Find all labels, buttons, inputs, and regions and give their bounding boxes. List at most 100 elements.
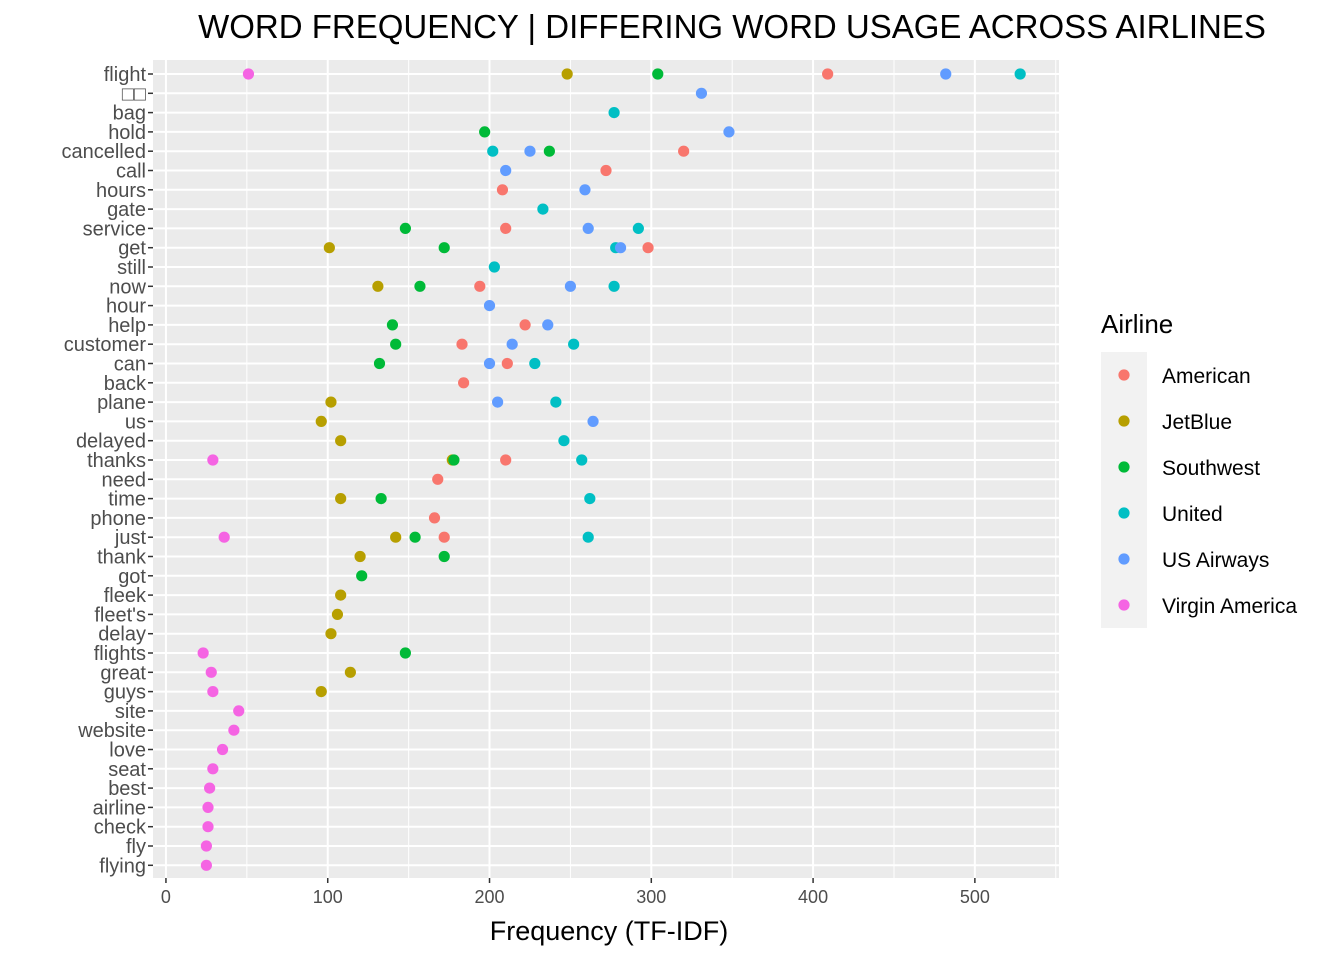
data-point [642, 242, 654, 254]
data-point [207, 763, 219, 775]
legend-title: Airline [1101, 309, 1173, 339]
y-tick-label: check [94, 817, 147, 839]
legend-label: United [1162, 503, 1223, 526]
y-tick-label: website [77, 720, 146, 742]
data-point [519, 319, 531, 331]
data-point [335, 435, 347, 447]
data-point [458, 377, 470, 389]
y-tick-label: best [108, 778, 146, 800]
y-tick-label: delay [98, 624, 146, 646]
y-tick-label: phone [90, 508, 146, 530]
data-point [488, 261, 500, 273]
y-tick-label: plane [97, 392, 146, 414]
y-tick-label: site [115, 701, 146, 723]
y-tick-label: need [102, 469, 147, 491]
x-axis-title: Frequency (TF-IDF) [490, 916, 729, 946]
data-point [558, 435, 570, 447]
data-point [202, 821, 214, 833]
y-tick-label: got [118, 566, 146, 588]
data-point [204, 782, 216, 794]
legend-label: US Airways [1162, 549, 1269, 572]
data-point [335, 493, 347, 505]
data-point [409, 531, 421, 543]
data-point [386, 319, 399, 331]
y-tick-label: call [116, 161, 146, 183]
y-tick-label: still [117, 257, 146, 279]
y-tick-label: get [118, 238, 146, 260]
y-tick-label: now [109, 276, 146, 298]
data-point [492, 396, 504, 408]
data-point [524, 145, 536, 157]
x-tick-label: 0 [161, 887, 171, 907]
data-point [940, 68, 952, 80]
gridlines [153, 60, 1059, 878]
data-point [390, 338, 402, 350]
y-tick-label: cancelled [61, 141, 146, 163]
data-point [582, 531, 594, 543]
data-point [242, 68, 255, 80]
data-point [537, 203, 549, 215]
y-tick-label: hours [96, 180, 146, 202]
y-tick-label: us [125, 411, 146, 433]
x-tick-label: 200 [474, 887, 504, 907]
data-point [315, 415, 327, 427]
data-point [325, 396, 337, 408]
data-point [331, 608, 344, 621]
data-point [576, 454, 588, 466]
y-tick-label: thank [97, 547, 147, 569]
x-tick-label: 300 [636, 887, 666, 907]
y-tick-label: fly [126, 836, 146, 858]
data-point [652, 68, 664, 80]
y-tick-label: help [108, 315, 146, 337]
y-tick-label: fleek [104, 585, 147, 607]
legend-label: American [1162, 365, 1251, 388]
y-tick-label: great [100, 662, 146, 684]
data-point [228, 724, 240, 736]
legend-label: Southwest [1162, 457, 1260, 480]
data-point [375, 493, 387, 505]
y-tick-label: back [104, 373, 147, 395]
data-point [587, 415, 599, 427]
data-point [584, 493, 596, 505]
y-tick-label: hold [108, 122, 146, 144]
data-point [216, 743, 229, 756]
data-point [479, 126, 491, 138]
data-point [325, 628, 337, 640]
data-point [542, 319, 554, 331]
data-point [1014, 68, 1026, 80]
data-point [543, 145, 555, 157]
y-tick-label: airline [93, 797, 146, 819]
y-tick-label: gate [107, 199, 146, 221]
data-point [695, 87, 708, 99]
data-point [723, 126, 735, 138]
data-point [202, 801, 214, 814]
data-point [356, 570, 368, 582]
y-axis: flight□□bagholdcancelledcallhoursgateser… [61, 64, 153, 877]
data-point [399, 647, 411, 659]
data-point [438, 550, 450, 563]
data-point [373, 357, 386, 370]
data-point [233, 705, 245, 717]
data-point [632, 222, 644, 234]
data-point [456, 338, 468, 350]
data-point [614, 242, 627, 254]
data-point [483, 357, 496, 370]
data-point [550, 396, 562, 408]
y-tick-label: thanks [87, 450, 146, 472]
y-tick-label: hour [106, 296, 146, 318]
y-tick-label: time [108, 489, 146, 511]
data-point [500, 222, 512, 234]
data-point [561, 68, 573, 80]
plot-panel [153, 60, 1059, 878]
data-point [496, 184, 509, 196]
data-point [315, 686, 327, 698]
data-point [428, 512, 441, 524]
legend-key [1118, 599, 1130, 611]
legend-label: JetBlue [1162, 411, 1232, 434]
y-tick-label: can [114, 354, 146, 376]
data-point [207, 454, 219, 466]
y-tick-label: flying [99, 855, 146, 877]
data-point [218, 531, 230, 543]
data-point [438, 531, 450, 543]
